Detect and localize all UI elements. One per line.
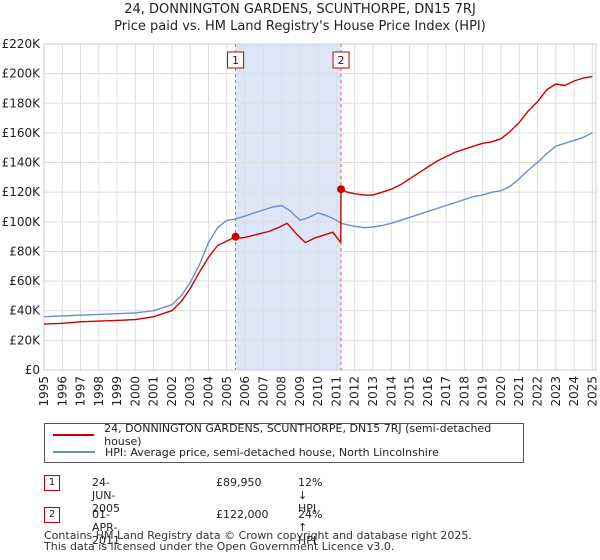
- x-tick-label: 1996: [55, 376, 69, 407]
- legend-item-hpi: HPI: Average price, semi-detached house,…: [53, 444, 439, 460]
- x-tick-label: 1995: [37, 376, 51, 407]
- x-tick-label: 2018: [457, 376, 471, 407]
- sale-marker-box: [227, 51, 245, 69]
- x-tick-label: 1997: [74, 376, 88, 407]
- transaction-price: £122,000: [216, 508, 269, 521]
- shaded-period: [235, 44, 342, 370]
- transaction-date: 24-JUN-2005: [92, 476, 120, 515]
- footer: Contains HM Land Registry data © Crown c…: [44, 530, 472, 552]
- sale-point: [337, 185, 346, 194]
- y-tick-label: £220K: [2, 37, 42, 51]
- x-tick-label: 2017: [439, 376, 453, 407]
- legend-swatch-hpi: [53, 451, 95, 453]
- x-tick-label: 2011: [329, 376, 343, 407]
- x-tick-label: 2001: [147, 376, 161, 407]
- footer-line-2: This data is licensed under the Open Gov…: [44, 540, 395, 553]
- x-tick-label: 2010: [311, 376, 325, 407]
- x-tick-label: 2025: [585, 376, 599, 407]
- y-tick-label: £40K: [9, 304, 41, 318]
- x-tick-label: 2023: [549, 376, 563, 407]
- transaction-badge: 1: [44, 475, 60, 491]
- legend-swatch-property: [53, 434, 95, 436]
- y-tick-label: £100K: [2, 215, 42, 229]
- price-chart: £0 £20K £40K £60K £80K £100K £120K £140K £160K £1…: [2, 37, 600, 407]
- x-tick-label: 2006: [238, 376, 252, 407]
- footer-line-1: Contains HM Land Registry data © Crown c…: [44, 529, 472, 542]
- y-tick-label: £20K: [9, 333, 41, 347]
- transaction-hpi: 12% ↓ HPI: [298, 476, 323, 515]
- x-tick-label: 2014: [384, 376, 398, 407]
- x-tick-label: 2022: [531, 376, 545, 407]
- transaction-price: £89,950: [216, 476, 262, 489]
- chart-title: 24, DONNINGTON GARDENS, SCUNTHORPE, DN15…: [124, 2, 476, 17]
- transaction-badge: 2: [44, 507, 60, 523]
- x-tick-label: 2021: [512, 376, 526, 407]
- y-tick-label: £120K: [2, 185, 42, 199]
- x-tick-label: 2019: [476, 376, 490, 407]
- x-tick-label: 2009: [293, 376, 307, 407]
- x-tick-label: 1998: [92, 376, 106, 407]
- x-tick-label: 2016: [421, 376, 435, 407]
- y-tick-label: £180K: [2, 96, 42, 110]
- y-tick-label: £80K: [9, 244, 41, 258]
- transaction-hpi: 24% ↑ HPI: [298, 508, 323, 547]
- x-tick-label: 2015: [403, 376, 417, 407]
- y-tick-label: £60K: [9, 274, 41, 288]
- legend-label-hpi: HPI: Average price, semi-detached house,…: [105, 445, 439, 459]
- x-tick-label: 2024: [567, 376, 581, 407]
- chart-subtitle: Price paid vs. HM Land Registry's House …: [114, 19, 486, 34]
- transaction-date: 01-APR-2011: [92, 508, 120, 547]
- y-tick-label: £140K: [2, 156, 42, 170]
- x-tick-label: 1999: [110, 376, 124, 407]
- legend: 24, DONNINGTON GARDENS, SCUNTHORPE, DN15…: [44, 422, 524, 463]
- x-tick-label: 2005: [220, 376, 234, 407]
- y-tick-label: £200K: [2, 67, 42, 81]
- sale-marker-box: [332, 51, 350, 69]
- x-tick-label: 2003: [183, 376, 197, 407]
- x-tick-label: 2008: [275, 376, 289, 407]
- x-tick-label: 2013: [366, 376, 380, 407]
- sale-marker-label: 1: [232, 54, 239, 67]
- x-tick-label: 2012: [348, 376, 362, 407]
- legend-item-property: 24, DONNINGTON GARDENS, SCUNTHORPE, DN15…: [53, 422, 523, 448]
- hpi-line: [43, 132, 593, 318]
- sale-marker-label: 2: [338, 54, 345, 67]
- legend-label-property: 24, DONNINGTON GARDENS, SCUNTHORPE, DN15…: [104, 422, 492, 448]
- x-tick-label: 2007: [256, 376, 270, 407]
- sale-point: [231, 232, 240, 241]
- x-tick-label: 2004: [202, 376, 216, 407]
- plot-frame: [43, 43, 597, 371]
- y-tick-label: £160K: [2, 126, 42, 140]
- x-tick-label: 2002: [165, 376, 179, 407]
- y-tick-label: £0: [25, 363, 40, 377]
- x-tick-label: 2000: [128, 376, 142, 407]
- x-tick-label: 2020: [494, 376, 508, 407]
